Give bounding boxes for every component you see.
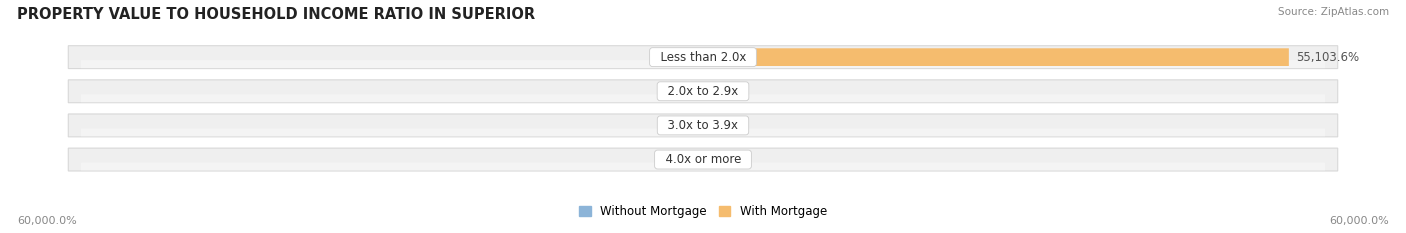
Text: 0.0%: 0.0% [710, 153, 741, 166]
Text: Less than 2.0x: Less than 2.0x [652, 51, 754, 64]
Legend: Without Mortgage, With Mortgage: Without Mortgage, With Mortgage [574, 200, 832, 223]
Text: 71.0%: 71.0% [658, 51, 695, 64]
Text: 75.2%: 75.2% [711, 85, 749, 98]
FancyBboxPatch shape [69, 46, 1337, 69]
Text: 9.5%: 9.5% [665, 119, 695, 132]
Text: 60,000.0%: 60,000.0% [17, 216, 76, 226]
Text: 60,000.0%: 60,000.0% [1330, 216, 1389, 226]
FancyBboxPatch shape [69, 114, 1337, 137]
Text: 2.0x to 2.9x: 2.0x to 2.9x [661, 85, 745, 98]
FancyBboxPatch shape [69, 148, 1337, 171]
FancyBboxPatch shape [82, 163, 1324, 171]
Text: Source: ZipAtlas.com: Source: ZipAtlas.com [1278, 7, 1389, 17]
Text: 9.8%: 9.8% [665, 85, 695, 98]
FancyBboxPatch shape [82, 94, 1324, 102]
Text: PROPERTY VALUE TO HOUSEHOLD INCOME RATIO IN SUPERIOR: PROPERTY VALUE TO HOUSEHOLD INCOME RATIO… [17, 7, 536, 22]
FancyBboxPatch shape [82, 129, 1324, 137]
Text: 3.0x to 3.9x: 3.0x to 3.9x [661, 119, 745, 132]
Text: 55,103.6%: 55,103.6% [1296, 51, 1360, 64]
FancyBboxPatch shape [69, 80, 1337, 103]
Text: 22.5%: 22.5% [711, 119, 748, 132]
FancyBboxPatch shape [703, 48, 1289, 66]
FancyBboxPatch shape [82, 60, 1324, 68]
Text: 9.8%: 9.8% [665, 153, 695, 166]
Text: 4.0x or more: 4.0x or more [658, 153, 748, 166]
